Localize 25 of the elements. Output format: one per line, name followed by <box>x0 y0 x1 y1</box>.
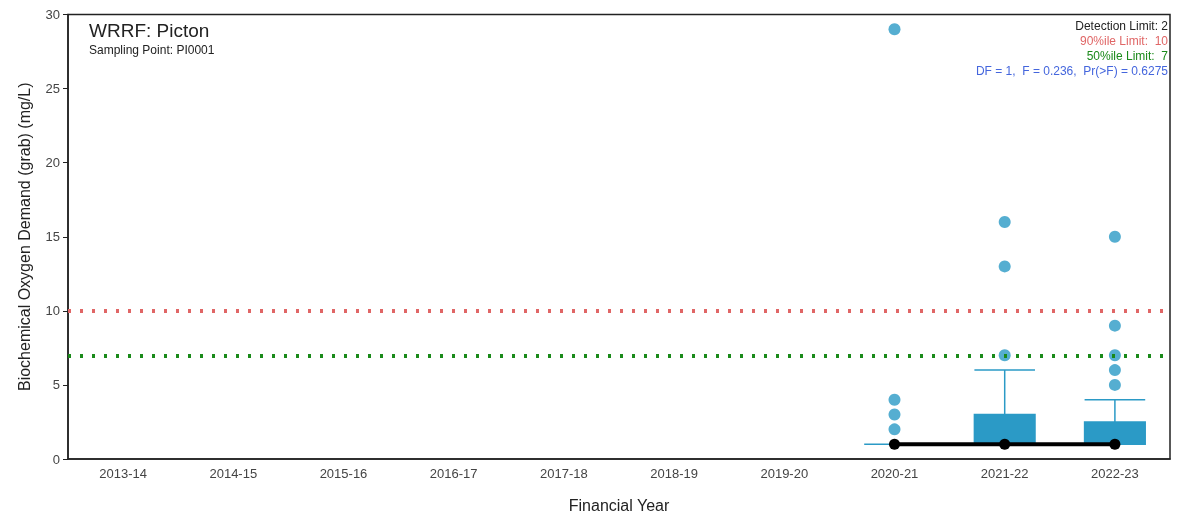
y-axis-title: Biochemical Oxygen Demand (grab) (mg/L) <box>15 82 33 392</box>
annotation: Detection Limit: 2 <box>1075 19 1169 33</box>
y-tick-label: 15 <box>45 229 60 245</box>
text: Sampling Point: PI0001 <box>89 43 215 57</box>
annotation: DF = 1, F = 0.236, Pr(>F) = 0.6275 <box>975 64 1169 78</box>
x-tick-label: 2013-14 <box>99 466 147 481</box>
x-tick-label: 2014-15 <box>209 466 258 481</box>
x-tick-label: 2016-17 <box>429 466 478 481</box>
y-tick-label: 5 <box>52 377 60 393</box>
y-tick-label: 30 <box>45 7 60 22</box>
ref-line-label: 90%ile Limit: 10 <box>1079 34 1169 48</box>
x-tick-label: 2022-23 <box>1091 466 1139 481</box>
y-tick-label: 25 <box>45 81 60 97</box>
y-tick-label: 10 <box>45 303 60 319</box>
x-axis-title: Financial Year <box>568 496 670 514</box>
x-tick-label: 2021-22 <box>980 466 1029 481</box>
ref-line-label: 50%ile Limit: 7 <box>1086 49 1169 63</box>
y-tick-label: 0 <box>52 451 60 467</box>
x-tick-label: 2018-19 <box>650 466 698 481</box>
x-tick-label: 2015-16 <box>319 466 368 481</box>
x-tick-label: 2017-18 <box>540 466 588 481</box>
x-tick-label: 2020-21 <box>870 466 919 481</box>
chart-title: WRRF: Picton <box>89 20 210 41</box>
x-tick-label: 2019-20 <box>760 466 809 481</box>
y-tick-label: 20 <box>45 155 60 171</box>
